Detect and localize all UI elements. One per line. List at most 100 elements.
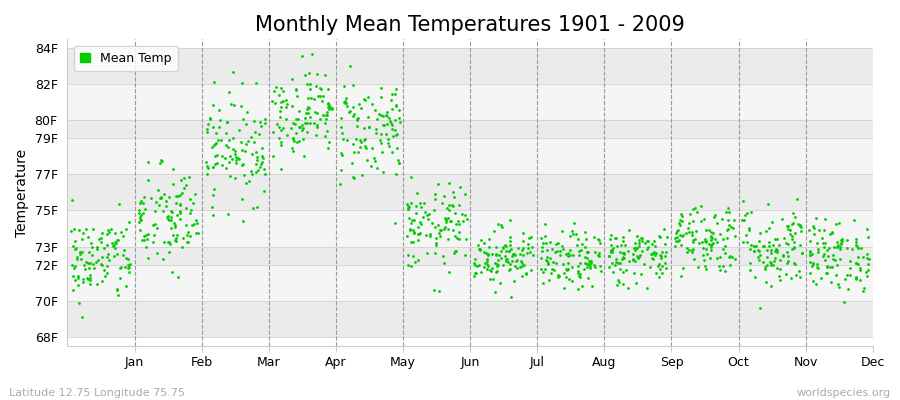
Point: [410, 257, 425, 263]
Point: [207, 78, 221, 85]
Point: [763, 262, 778, 268]
Point: [250, 204, 265, 210]
Point: [381, 136, 395, 142]
Point: [137, 233, 151, 240]
Point: [697, 256, 711, 263]
Point: [679, 230, 693, 236]
Point: [545, 259, 560, 265]
Point: [830, 261, 844, 268]
Point: [604, 242, 618, 248]
Point: [274, 84, 289, 91]
Point: [320, 86, 335, 93]
Point: [248, 169, 263, 175]
Point: [206, 212, 220, 218]
Point: [469, 270, 483, 276]
Point: [285, 76, 300, 82]
Point: [814, 235, 829, 241]
Point: [708, 236, 723, 242]
Point: [140, 236, 155, 242]
Point: [612, 279, 626, 285]
Point: [500, 256, 514, 262]
Point: [704, 234, 718, 240]
Point: [770, 247, 784, 253]
Point: [141, 177, 156, 184]
Point: [500, 248, 514, 254]
Point: [121, 265, 135, 272]
Point: [737, 217, 751, 224]
Point: [606, 268, 620, 275]
Point: [357, 136, 372, 142]
Point: [431, 222, 446, 228]
Point: [245, 151, 259, 157]
Point: [725, 225, 740, 232]
Point: [100, 242, 114, 248]
Point: [628, 244, 643, 251]
Point: [632, 236, 646, 243]
Point: [287, 138, 302, 144]
Point: [111, 237, 125, 244]
Point: [392, 115, 406, 122]
Point: [256, 152, 270, 159]
Point: [534, 265, 548, 272]
Point: [566, 252, 580, 258]
Point: [119, 226, 133, 232]
Point: [213, 137, 228, 143]
Point: [206, 164, 220, 170]
Point: [560, 266, 574, 273]
Point: [608, 262, 622, 268]
Point: [455, 218, 470, 224]
Point: [860, 273, 874, 280]
Point: [452, 236, 466, 242]
Point: [108, 230, 122, 236]
Point: [225, 156, 239, 162]
Point: [716, 263, 731, 269]
Point: [507, 251, 521, 257]
Point: [581, 261, 596, 267]
Point: [140, 232, 154, 239]
Point: [155, 158, 169, 164]
Point: [850, 244, 865, 251]
Point: [794, 228, 808, 234]
Point: [238, 141, 253, 147]
Point: [640, 238, 654, 244]
Point: [490, 261, 504, 267]
Point: [179, 205, 194, 212]
Point: [657, 226, 671, 233]
Point: [428, 224, 443, 230]
Point: [108, 239, 122, 246]
Point: [247, 118, 261, 124]
Point: [246, 204, 260, 211]
Point: [406, 227, 420, 234]
Point: [350, 116, 365, 123]
Point: [105, 239, 120, 246]
Point: [380, 113, 394, 119]
Point: [634, 235, 648, 242]
Point: [823, 231, 837, 237]
Point: [811, 264, 825, 271]
Point: [698, 236, 713, 243]
Point: [542, 276, 556, 283]
Point: [334, 166, 348, 173]
Point: [230, 154, 244, 160]
Point: [274, 104, 288, 110]
Point: [338, 100, 353, 106]
Point: [68, 276, 82, 283]
Point: [823, 245, 837, 251]
Point: [442, 268, 456, 275]
Point: [830, 239, 844, 246]
Point: [70, 282, 85, 289]
Point: [727, 256, 742, 262]
Point: [717, 243, 732, 249]
Point: [140, 230, 155, 237]
Point: [447, 233, 462, 240]
Point: [769, 248, 783, 254]
Point: [305, 51, 320, 58]
Point: [802, 227, 816, 233]
Point: [388, 90, 402, 97]
Point: [785, 236, 799, 242]
Point: [823, 264, 837, 270]
Point: [132, 214, 147, 220]
Point: [238, 148, 253, 154]
Point: [735, 198, 750, 204]
Point: [387, 220, 401, 227]
